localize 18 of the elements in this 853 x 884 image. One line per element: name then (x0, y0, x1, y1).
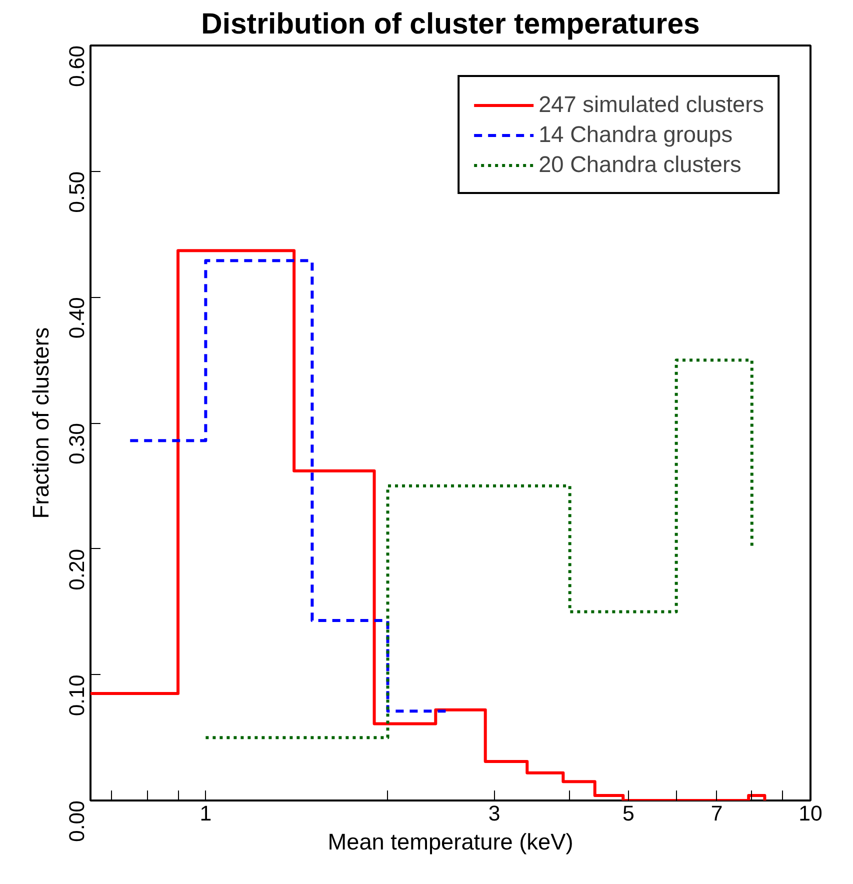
chart-title: Distribution of cluster temperatures (201, 8, 700, 40)
y-tick-label: 0.40 (65, 297, 89, 339)
legend-label: 20 Chandra clusters (538, 151, 742, 178)
x-tick-label: 1 (200, 802, 212, 826)
x-tick-label: 10 (798, 802, 822, 826)
y-tick-label: 0.30 (65, 422, 89, 465)
x-axis-title: Mean temperature (keV) (328, 828, 574, 854)
legend-label: 14 Chandra groups (538, 121, 733, 148)
x-tick-label: 5 (622, 802, 634, 826)
y-tick-label: 0.20 (65, 548, 89, 590)
x-tick-label: 3 (488, 802, 500, 826)
x-tick-label: 7 (710, 802, 723, 826)
y-tick-label: 0.10 (65, 674, 89, 716)
y-tick-label: 0.60 (65, 45, 89, 88)
y-axis-title: Fraction of clusters (28, 327, 54, 519)
y-tick-label: 0.00 (65, 800, 89, 842)
y-tick-label: 0.50 (65, 171, 89, 213)
legend-label: 247 simulated clusters (538, 91, 764, 118)
